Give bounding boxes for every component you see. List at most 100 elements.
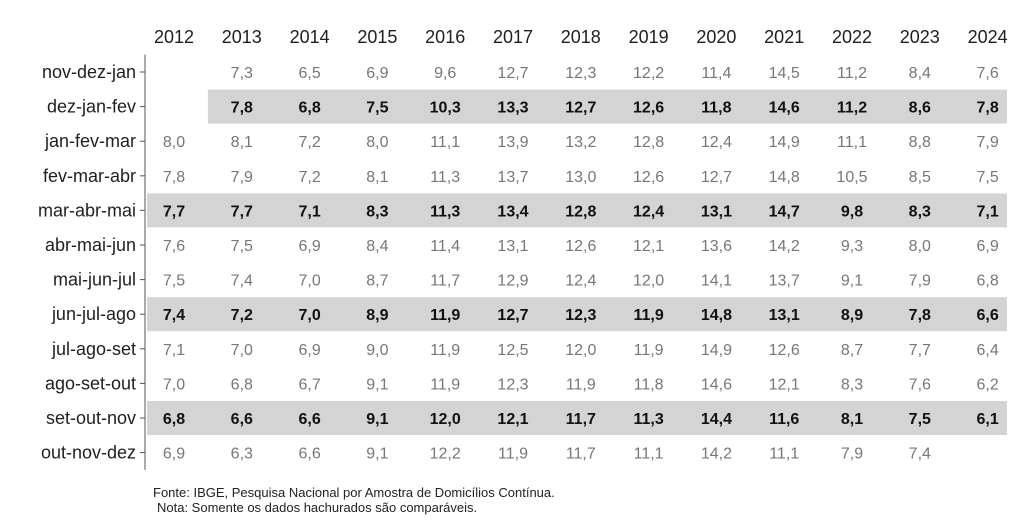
value-cell: 6,3 xyxy=(231,446,253,463)
value-cell: 8,9 xyxy=(841,307,863,324)
value-cell: 8,6 xyxy=(909,100,931,117)
value-cell: 11,9 xyxy=(430,342,460,359)
value-cell: 12,5 xyxy=(497,342,528,359)
value-cell: 6,8 xyxy=(976,273,998,290)
value-cell: 14,5 xyxy=(769,65,800,82)
value-cell: 7,6 xyxy=(909,376,931,393)
value-cell: 8,4 xyxy=(909,65,931,82)
value-cell: 12,1 xyxy=(633,238,664,255)
source-text: Fonte: IBGE, Pesquisa Nacional por Amost… xyxy=(153,485,555,500)
value-cell: 8,3 xyxy=(366,203,388,220)
value-cell: 11,8 xyxy=(701,100,731,117)
value-cell: 12,2 xyxy=(430,446,461,463)
value-cell: 11,8 xyxy=(634,376,664,393)
row-label-jan-fev-mar: jan-fev-mar xyxy=(44,131,136,151)
value-cell: 11,3 xyxy=(430,203,460,220)
row-label-abr-mai-jun: abr-mai-jun xyxy=(45,235,136,255)
row-label-out-nov-dez: out-nov-dez xyxy=(41,443,136,463)
year-header-2019: 2019 xyxy=(629,27,669,47)
value-cell: 9,1 xyxy=(366,411,388,428)
value-cell: 7,7 xyxy=(231,203,253,220)
value-cell: 10,3 xyxy=(430,100,461,117)
value-cell: 7,2 xyxy=(298,169,320,186)
value-cell: 6,2 xyxy=(976,376,998,393)
value-cell: 6,9 xyxy=(976,238,998,255)
highlight-bands xyxy=(147,89,1007,435)
row-label-fev-mar-abr: fev-mar-abr xyxy=(43,166,136,186)
value-cell: 6,8 xyxy=(163,411,185,428)
row-label-nov-dez-jan: nov-dez-jan xyxy=(42,62,136,82)
value-cell: 8,1 xyxy=(231,134,253,151)
highlight-band-jun-jul-ago xyxy=(147,297,1007,332)
value-cell: 6,8 xyxy=(298,100,320,117)
value-cell: 9,6 xyxy=(434,65,456,82)
value-cell: 12,4 xyxy=(701,134,732,151)
row-ticks xyxy=(140,71,145,454)
value-cell: 11,9 xyxy=(498,446,528,463)
row-label-mai-jun-jul: mai-jun-jul xyxy=(53,270,136,290)
value-cell: 11,4 xyxy=(430,238,460,255)
highlight-band-mar-abr-mai xyxy=(147,193,1007,228)
value-cell: 12,1 xyxy=(769,376,800,393)
value-cell: 13,6 xyxy=(701,238,732,255)
value-cell: 10,5 xyxy=(836,169,867,186)
value-cell: 14,2 xyxy=(769,238,800,255)
value-cell: 9,3 xyxy=(841,238,863,255)
value-cell: 13,7 xyxy=(497,169,528,186)
value-cell: 7,8 xyxy=(976,100,998,117)
value-cell: 12,7 xyxy=(565,100,596,117)
value-cell: 12,9 xyxy=(497,273,528,290)
value-cell: 7,1 xyxy=(163,342,185,359)
year-header-2018: 2018 xyxy=(561,27,601,47)
value-cell: 7,6 xyxy=(976,65,998,82)
value-cell: 6,9 xyxy=(298,342,320,359)
value-cell: 7,7 xyxy=(163,203,185,220)
value-cell: 12,4 xyxy=(565,273,596,290)
year-header-2020: 2020 xyxy=(696,27,736,47)
value-cell: 14,8 xyxy=(769,169,800,186)
value-cell: 7,8 xyxy=(163,169,185,186)
value-cell: 7,0 xyxy=(298,307,320,324)
row-label-jul-ago-set: jul-ago-set xyxy=(51,339,136,359)
value-cell: 7,4 xyxy=(231,273,253,290)
value-cell: 9,1 xyxy=(366,446,388,463)
value-cell: 11,1 xyxy=(430,134,460,151)
value-cell: 9,1 xyxy=(366,376,388,393)
value-cell: 12,0 xyxy=(565,342,596,359)
value-cell: 11,1 xyxy=(837,134,867,151)
value-cell: 13,2 xyxy=(565,134,596,151)
value-cell: 11,1 xyxy=(769,446,799,463)
value-cell: 7,6 xyxy=(163,238,185,255)
value-cell: 7,8 xyxy=(231,100,253,117)
value-cell: 6,6 xyxy=(976,307,998,324)
year-headers: 2012 2013 2014 2015 2016 2017 2018 2019 2020 2021… xyxy=(154,27,1008,47)
value-cell: 7,0 xyxy=(231,342,253,359)
year-header-2023: 2023 xyxy=(900,27,940,47)
value-cell: 11,9 xyxy=(430,376,460,393)
value-cell: 11,9 xyxy=(633,307,663,324)
row-label-set-out-nov: set-out-nov xyxy=(46,408,136,428)
value-cell: 11,7 xyxy=(566,446,596,463)
unemployment-table-chart: 2012 2013 2014 2015 2016 2017 2018 2019 2020 2021… xyxy=(38,27,1008,470)
value-cell: 8,1 xyxy=(841,411,863,428)
value-cell: 11,6 xyxy=(769,411,799,428)
value-cell: 7,9 xyxy=(231,169,253,186)
value-cell: 6,4 xyxy=(976,342,998,359)
value-cell: 9,1 xyxy=(841,273,863,290)
value-cell: 7,2 xyxy=(298,134,320,151)
value-cell: 7,9 xyxy=(909,273,931,290)
value-cell: 11,7 xyxy=(430,273,460,290)
value-cell: 7,0 xyxy=(163,376,185,393)
year-header-2024: 2024 xyxy=(968,27,1008,47)
value-cell: 14,6 xyxy=(701,376,732,393)
value-cell: 7,0 xyxy=(298,273,320,290)
note-text: Nota: Somente os dados hachurados são co… xyxy=(157,500,478,515)
value-cell: 12,6 xyxy=(633,100,664,117)
value-cell: 14,6 xyxy=(769,100,800,117)
value-cell: 8,3 xyxy=(841,376,863,393)
value-cell: 12,6 xyxy=(633,169,664,186)
value-cell: 13,9 xyxy=(497,134,528,151)
value-cell: 12,1 xyxy=(497,411,528,428)
value-cell: 6,9 xyxy=(163,446,185,463)
value-cell: 8,5 xyxy=(909,169,931,186)
